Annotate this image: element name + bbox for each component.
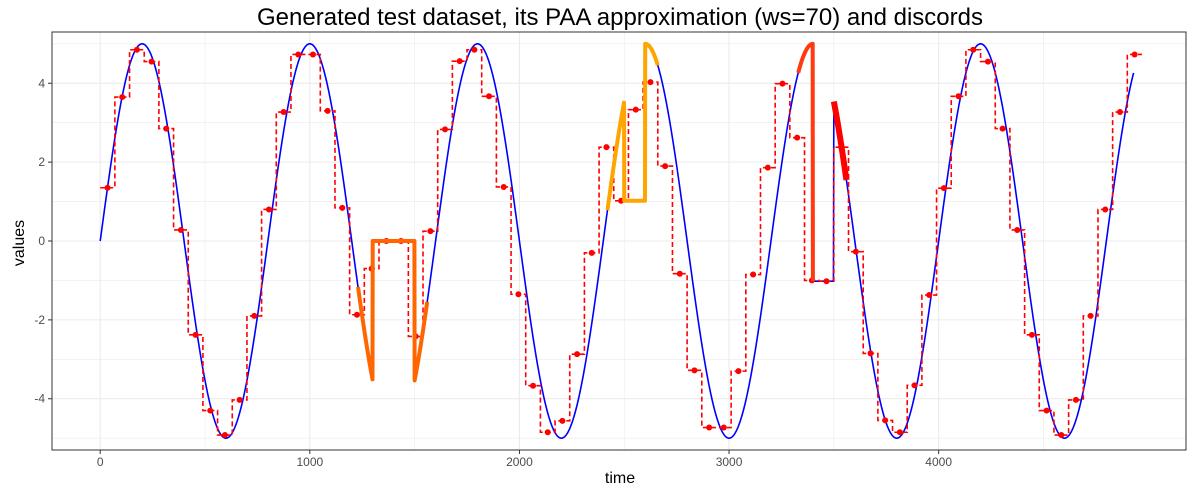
paa-point [588, 249, 595, 256]
paa-point [574, 351, 581, 358]
paa-point [309, 51, 316, 58]
paa-point [999, 125, 1006, 132]
paa-point [280, 109, 287, 116]
paa-point [559, 417, 566, 424]
paa-point [1058, 432, 1065, 439]
paa-point [603, 144, 610, 151]
y-tick-label: 0 [38, 234, 45, 248]
paa-point [456, 58, 463, 65]
paa-point [486, 93, 493, 100]
discord-3 [796, 41, 815, 282]
paa-point [632, 106, 639, 113]
paa-point [339, 204, 346, 211]
paa-point [852, 248, 859, 255]
paa-point [764, 164, 771, 171]
paa-point [104, 184, 111, 191]
paa-point [1072, 396, 1079, 403]
paa-point [882, 417, 889, 424]
paa-point [794, 134, 801, 141]
x-axis: 0 1000 2000 3000 4000 [97, 450, 952, 469]
paa-point [896, 429, 903, 436]
paa-point [926, 292, 933, 299]
paa-point [119, 94, 126, 101]
paa-point [251, 312, 258, 319]
paa-point [515, 291, 522, 298]
discord-2 [605, 41, 660, 211]
paa-point [177, 226, 184, 233]
paa-point [471, 46, 478, 53]
y-tick-label: -4 [34, 392, 45, 406]
paa-step-line [100, 48, 1142, 436]
paa-point [353, 311, 360, 318]
paa-point [1014, 226, 1021, 233]
paa-point [544, 429, 551, 436]
paa-point [163, 125, 170, 132]
paa-point [676, 270, 683, 277]
paa-point [324, 107, 331, 114]
paa-point [1116, 109, 1123, 116]
paa-point [148, 58, 155, 65]
paa-point [720, 424, 727, 431]
paa-point [735, 368, 742, 375]
discord-4 [830, 99, 850, 182]
paa-point [911, 382, 918, 389]
paa-point [500, 183, 507, 190]
x-tick-label: 3000 [716, 455, 743, 469]
paa-point [823, 278, 830, 285]
x-tick-label: 2000 [506, 455, 533, 469]
paa-point [662, 163, 669, 170]
paa-point [706, 424, 713, 431]
paa-point [970, 46, 977, 53]
paa-point [133, 46, 140, 53]
paa-point [265, 206, 272, 213]
paa-point [192, 331, 199, 338]
paa-point [750, 271, 757, 278]
y-tick-label: 4 [38, 76, 45, 90]
paa-point [691, 367, 698, 374]
x-tick-label: 4000 [925, 455, 952, 469]
paa-point [295, 51, 302, 58]
paa-point [647, 79, 654, 86]
paa-point [442, 126, 449, 133]
chart-title: Generated test dataset, its PAA approxim… [257, 4, 983, 31]
paa-point [940, 185, 947, 192]
paa-point [221, 432, 228, 439]
paa-point [207, 407, 214, 414]
x-axis-title: time [605, 470, 635, 487]
paa-point [236, 396, 243, 403]
paa-point [1028, 331, 1035, 338]
x-tick-label: 1000 [296, 455, 323, 469]
paa-point [867, 350, 874, 357]
y-tick-label: 2 [38, 155, 45, 169]
paa-point [1131, 51, 1138, 58]
discord-1 [356, 239, 430, 383]
paa-point [530, 382, 537, 389]
x-tick-label: 0 [97, 455, 104, 469]
y-axis-title: values [11, 220, 28, 266]
paa-point [779, 80, 786, 87]
y-axis: -4 -2 0 2 4 [34, 76, 52, 406]
paa-point [984, 58, 991, 65]
paa-point [427, 228, 434, 235]
paa-point [1102, 206, 1109, 213]
paa-point [955, 93, 962, 100]
plot-panel [51, 31, 1187, 451]
paa-point [1043, 407, 1050, 414]
y-tick-label: -2 [34, 313, 45, 327]
paa-point [1087, 312, 1094, 319]
